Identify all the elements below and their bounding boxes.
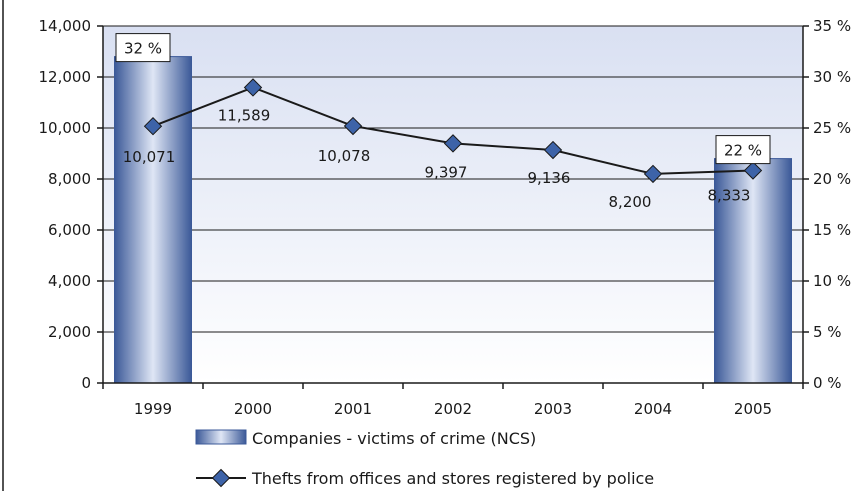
x-axis-tick-label: 2001 (334, 400, 372, 418)
left-axis-tick-label: 2,000 (48, 323, 91, 341)
data-labels: 10,071 11,589 10,078 9,397 9,136 8,200 8,333 (123, 106, 751, 210)
line-value-label: 11,589 (218, 106, 271, 124)
bar-callout-box (715, 135, 771, 165)
gridlines (103, 25, 803, 333)
right-axis-tick-label: 20 % (813, 170, 851, 188)
legend-line-marker (211, 468, 231, 488)
bar-value-label: 32 % (124, 40, 162, 58)
left-axis-tick-label: 0 (81, 374, 91, 392)
x-axis-tick-label: 2000 (234, 400, 272, 418)
left-axis-tick-label: 8,000 (48, 170, 91, 188)
line-point-2003 (543, 140, 563, 160)
legend-bar-swatch (195, 429, 247, 445)
plot-area (103, 26, 803, 383)
line-point-2002 (443, 134, 463, 153)
left-axis-tick-label: 4,000 (48, 272, 91, 290)
line-value-label: 8,200 (609, 193, 652, 211)
line-value-label: 9,397 (425, 163, 468, 181)
right-axis-tick-label: 10 % (813, 272, 851, 290)
left-axis-tick-label: 6,000 (48, 221, 91, 239)
line-value-label: 10,071 (123, 148, 176, 166)
axes: 0 2,000 4,000 6,000 8,000 10,000 12,000 14,000 0… (39, 17, 852, 418)
line-point-2001 (343, 116, 363, 136)
x-axis-tick-label: 2005 (734, 400, 772, 418)
line-point-1999 (143, 116, 163, 136)
line-value-label: 9,136 (528, 169, 571, 187)
line-point-2000 (243, 78, 263, 97)
right-axis-tick-label: 5 % (813, 323, 842, 341)
line-value-label: 10,078 (318, 147, 371, 165)
legend-bar-label: Companies - victims of crime (NCS) (252, 429, 536, 448)
x-axis-tick-label: 2004 (634, 400, 672, 418)
line-point-2004 (643, 164, 663, 184)
bar-2005 (714, 158, 792, 384)
line-value-label: 8,333 (708, 187, 751, 205)
left-axis-tick-label: 10,000 (39, 119, 92, 137)
bar-callouts: 32 % 22 % (115, 33, 771, 165)
right-axis-tick-label: 35 % (813, 17, 851, 35)
left-axis-tick-label: 14,000 (39, 17, 92, 35)
x-axis-tick-label: 1999 (134, 400, 172, 418)
bar-value-label: 22 % (724, 142, 762, 160)
bars (114, 56, 792, 384)
bar-1999 (114, 56, 192, 384)
x-axis-tick-label: 2002 (434, 400, 472, 418)
right-axis-tick-label: 15 % (813, 221, 851, 239)
bar-callout-box (115, 33, 171, 63)
line-point-2005 (743, 161, 763, 180)
left-axis-tick-label: 12,000 (39, 68, 92, 86)
right-axis-tick-label: 30 % (813, 68, 851, 86)
legend-line-label: Thefts from offices and stores registere… (251, 469, 654, 488)
legend: Companies - victims of crime (NCS) Theft… (195, 429, 654, 488)
right-axis-tick-label: 0 % (813, 374, 842, 392)
line-series-layer (143, 78, 763, 184)
right-axis-tick-label: 25 % (813, 119, 851, 137)
x-axis-tick-label: 2003 (534, 400, 572, 418)
